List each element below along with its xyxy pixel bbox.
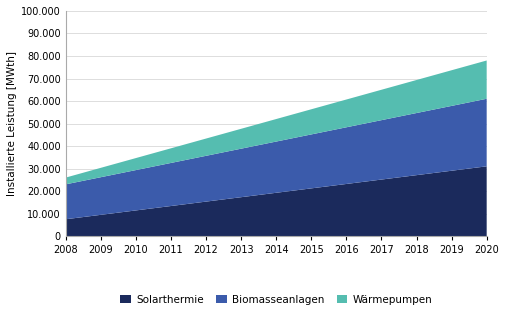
Legend: Solarthermie, Biomasseanlagen, Wärmepumpen: Solarthermie, Biomasseanlagen, Wärmepump… bbox=[116, 291, 435, 309]
Y-axis label: Installierte Leistung [MWth]: Installierte Leistung [MWth] bbox=[7, 51, 17, 196]
